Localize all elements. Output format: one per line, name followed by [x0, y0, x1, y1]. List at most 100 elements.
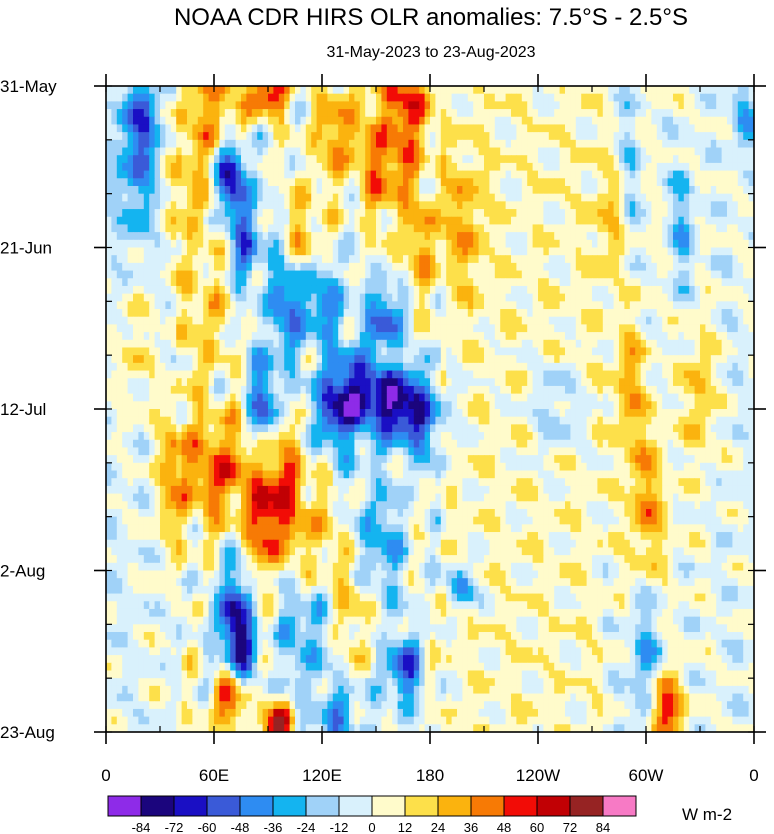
- field-cell: [710, 155, 717, 164]
- field-cell: [208, 101, 215, 110]
- field-cell: [370, 232, 377, 241]
- field-cell: [181, 370, 188, 379]
- field-cell: [138, 232, 145, 241]
- field-cell: [527, 370, 533, 379]
- field-cell: [727, 86, 733, 95]
- field-cell: [694, 324, 701, 333]
- field-cell: [619, 293, 625, 302]
- field-cell: [467, 301, 474, 310]
- field-cell: [581, 101, 587, 110]
- field-cell: [694, 293, 701, 302]
- field-cell: [165, 232, 172, 241]
- field-cell: [613, 101, 620, 110]
- field-cell: [683, 232, 690, 241]
- field-cell: [408, 139, 415, 148]
- field-cell: [748, 124, 755, 133]
- field-cell: [354, 116, 361, 125]
- field-cell: [187, 193, 193, 202]
- field-cell: [624, 355, 631, 364]
- field-cell: [365, 101, 371, 110]
- field-cell: [608, 209, 614, 218]
- field-cell: [251, 109, 258, 118]
- field-cell: [656, 216, 663, 225]
- field-cell: [165, 293, 172, 302]
- field-cell: [397, 178, 404, 187]
- field-cell: [176, 324, 182, 333]
- field-cell: [413, 201, 420, 210]
- field-cell: [543, 201, 550, 210]
- field-cell: [133, 209, 139, 218]
- field-cell: [635, 347, 641, 356]
- field-cell: [548, 393, 555, 402]
- field-cell: [316, 255, 323, 264]
- field-cell: [667, 239, 674, 248]
- field-cell: [494, 101, 501, 110]
- field-cell: [732, 139, 739, 148]
- field-cell: [430, 293, 436, 302]
- field-cell: [683, 332, 690, 341]
- field-cell: [484, 109, 490, 118]
- field-cell: [592, 278, 598, 287]
- field-cell: [230, 216, 236, 225]
- field-cell: [559, 193, 566, 202]
- field-cell: [370, 170, 377, 179]
- field-cell: [451, 285, 458, 295]
- field-cell: [484, 278, 490, 287]
- field-cell: [170, 270, 177, 279]
- field-cell: [392, 147, 398, 156]
- field-cell: [667, 362, 674, 371]
- field-cell: [170, 193, 177, 202]
- field-cell: [511, 201, 517, 210]
- field-cell: [737, 201, 744, 210]
- field-cell: [451, 101, 458, 110]
- field-cell: [192, 370, 199, 379]
- field-cell: [278, 247, 285, 256]
- field-cell: [106, 232, 112, 241]
- field-cell: [629, 101, 636, 110]
- field-cell: [716, 170, 722, 179]
- field-cell: [478, 285, 485, 295]
- field-cell: [667, 86, 674, 95]
- field-cell: [678, 378, 685, 387]
- field-cell: [176, 247, 182, 256]
- field-cell: [575, 109, 582, 118]
- field-cell: [343, 355, 350, 364]
- field-cell: [516, 339, 523, 348]
- field-cell: [419, 124, 425, 133]
- field-cell: [354, 101, 361, 110]
- field-cell: [338, 147, 344, 156]
- field-cell: [716, 262, 722, 271]
- field-cell: [397, 109, 404, 118]
- field-cell: [359, 309, 366, 318]
- field-cell: [343, 378, 350, 387]
- field-cell: [111, 316, 118, 325]
- field-cell: [424, 162, 431, 171]
- field-cell: [235, 139, 242, 148]
- field-cell: [138, 301, 145, 310]
- field-cell: [376, 147, 382, 156]
- field-cell: [467, 401, 474, 410]
- field-cell: [224, 362, 231, 371]
- field-cell: [716, 247, 722, 256]
- field-cell: [381, 401, 388, 410]
- field-cell: [667, 347, 674, 356]
- field-cell: [327, 347, 334, 356]
- field-cell: [214, 224, 220, 233]
- field-cell: [262, 262, 269, 271]
- field-cell: [619, 362, 625, 371]
- field-cell: [219, 401, 226, 410]
- field-cell: [370, 224, 377, 233]
- field-cell: [473, 378, 479, 387]
- field-cell: [721, 285, 728, 295]
- field-cell: [273, 278, 280, 287]
- field-cell: [554, 378, 560, 387]
- field-cell: [251, 285, 258, 295]
- field-cell: [251, 301, 258, 310]
- field-cell: [127, 86, 134, 95]
- field-cell: [165, 301, 172, 310]
- field-cell: [322, 278, 328, 287]
- field-cell: [748, 285, 755, 295]
- field-cell: [160, 147, 166, 156]
- field-cell: [332, 232, 339, 241]
- field-cell: [419, 247, 425, 256]
